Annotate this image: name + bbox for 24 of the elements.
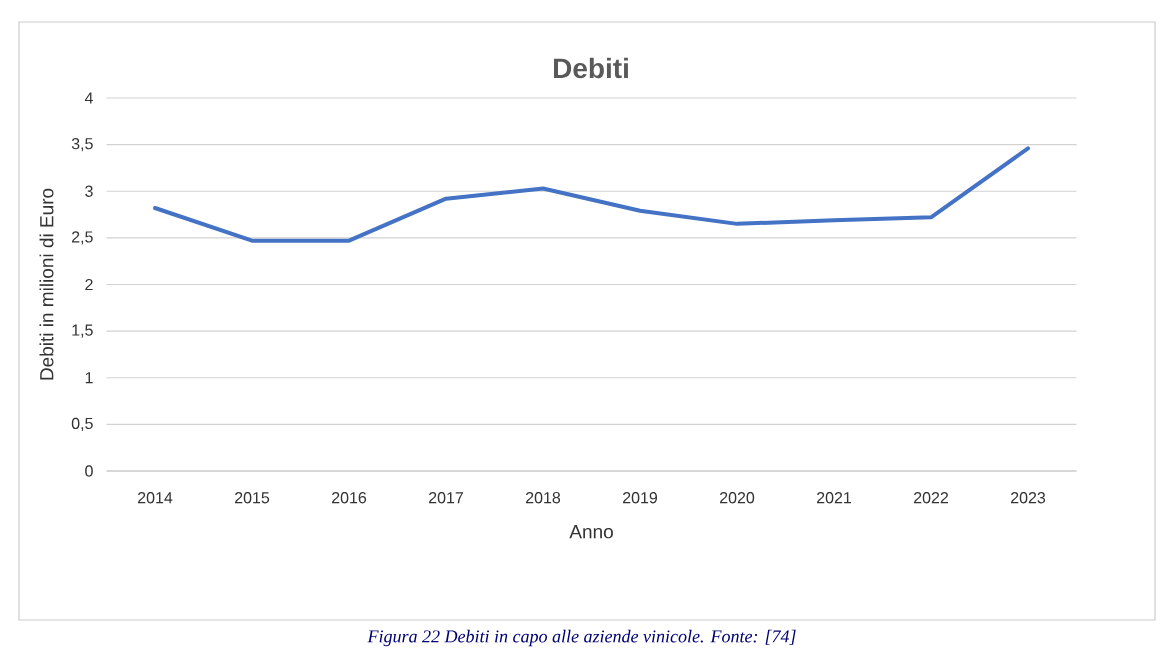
x-tick-label: 2019: [623, 492, 658, 504]
y-tick-label: 3: [85, 185, 93, 197]
x-tick-label: 2021: [817, 492, 852, 504]
y-tick-label: 2: [85, 278, 93, 291]
x-tick-label: 2016: [332, 492, 367, 504]
line-series: [153, 146, 1031, 243]
x-tick-label: 2015: [235, 492, 270, 504]
y-tick-label: 1: [85, 372, 93, 384]
x-axis-title: Anno: [569, 525, 613, 539]
x-tick-label: 2022: [914, 492, 948, 504]
text: Figura 22 Debiti in capo alle aziende vinicole. Fonte: [74]: [367, 629, 796, 647]
x-tick-label: 2023: [1011, 492, 1046, 504]
y-tick-label: 0,5: [71, 417, 93, 431]
x-tick-label: 2014: [138, 492, 173, 504]
y-tick-label: 0: [85, 465, 93, 477]
y-tick-label: 2,5: [72, 231, 93, 245]
y-tick-label: 1,5: [72, 324, 93, 338]
y-tick-label: 4: [84, 92, 93, 104]
y-tick-label: 3,5: [71, 138, 93, 152]
y-axis-title: Debiti in milioni di Euro: [39, 188, 54, 380]
chart-title: Debiti: [554, 57, 628, 79]
x-tick-label: 2018: [526, 492, 561, 504]
x-tick-label: 2017: [429, 492, 463, 504]
x-tick-label: 2020: [720, 492, 755, 504]
